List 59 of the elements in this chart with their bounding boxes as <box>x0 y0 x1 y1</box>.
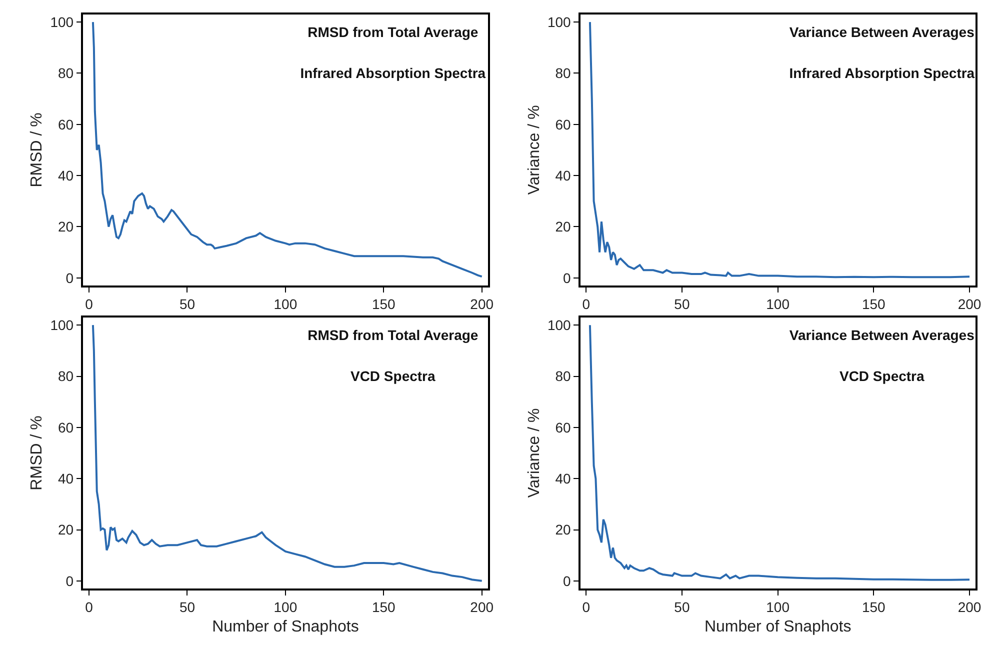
y-axis-title: RMSD / % <box>28 112 46 188</box>
annotation: Variance Between Averages <box>789 24 975 40</box>
x-tick-label: 150 <box>372 599 396 616</box>
line-series <box>92 324 483 582</box>
x-tick-label: 200 <box>470 599 494 616</box>
y-tick-label: 80 <box>58 65 74 82</box>
y-tick-label: 60 <box>555 116 572 132</box>
annotation: VCD Spectra <box>839 368 925 384</box>
y-tick-label: 60 <box>58 419 74 436</box>
y-tick-label: 60 <box>555 419 572 436</box>
y-tick-label: 80 <box>555 368 572 384</box>
annotation: VCD Spectra <box>350 368 436 384</box>
x-tick-label: 200 <box>958 599 982 616</box>
y-axis-title: Variance / % <box>526 408 543 498</box>
y-tick-label: 100 <box>50 14 74 30</box>
y-tick-label: 40 <box>58 167 74 184</box>
x-tick-label: 100 <box>274 599 298 616</box>
annotation: Infrared Absorption Spectra <box>789 65 975 81</box>
x-tick-label: 100 <box>766 296 790 312</box>
y-tick-label: 60 <box>58 116 74 132</box>
annotation: Infrared Absorption Spectra <box>300 65 486 81</box>
y-tick-label: 20 <box>58 218 74 235</box>
x-tick-label: 50 <box>179 599 196 616</box>
y-tick-label: 100 <box>50 317 74 333</box>
annotation: RMSD from Total Average <box>308 24 478 40</box>
x-tick-label: 50 <box>179 296 196 312</box>
y-tick-label: 40 <box>555 167 572 184</box>
y-tick-label: 100 <box>547 14 572 30</box>
x-tick-label: 200 <box>958 296 982 312</box>
y-tick-label: 20 <box>555 522 572 538</box>
x-tick-label: 0 <box>85 296 94 312</box>
y-tick-label: 0 <box>66 572 74 589</box>
y-tick-label: 20 <box>58 522 74 538</box>
x-tick-label: 0 <box>85 599 94 616</box>
y-tick-label: 100 <box>547 317 572 333</box>
annotation: RMSD from Total Average <box>308 327 478 343</box>
x-tick-label: 50 <box>674 296 690 312</box>
x-tick-label: 0 <box>582 599 590 616</box>
x-tick-label: 150 <box>372 296 396 312</box>
y-tick-label: 40 <box>555 470 572 486</box>
y-tick-label: 0 <box>66 270 74 286</box>
x-tick-label: 50 <box>674 599 690 616</box>
y-tick-label: 0 <box>563 270 572 286</box>
x-tick-label: 150 <box>862 599 886 616</box>
y-tick-label: 80 <box>555 65 572 82</box>
x-axis-title: Number of Snaphots <box>704 618 852 636</box>
y-tick-label: 20 <box>555 218 572 235</box>
y-tick-label: 80 <box>58 368 74 384</box>
y-axis-title: RMSD / % <box>28 416 46 490</box>
x-tick-label: 0 <box>582 296 590 312</box>
y-tick-label: 40 <box>58 470 74 486</box>
annotation: Variance Between Averages <box>789 327 975 343</box>
x-tick-label: 100 <box>274 296 298 312</box>
x-tick-label: 100 <box>766 599 790 616</box>
y-axis-title: Variance / % <box>526 105 543 195</box>
x-tick-label: 200 <box>470 296 494 312</box>
x-tick-label: 150 <box>862 296 886 312</box>
x-axis-title: Number of Snaphots <box>212 618 359 636</box>
y-tick-label: 0 <box>563 572 572 589</box>
